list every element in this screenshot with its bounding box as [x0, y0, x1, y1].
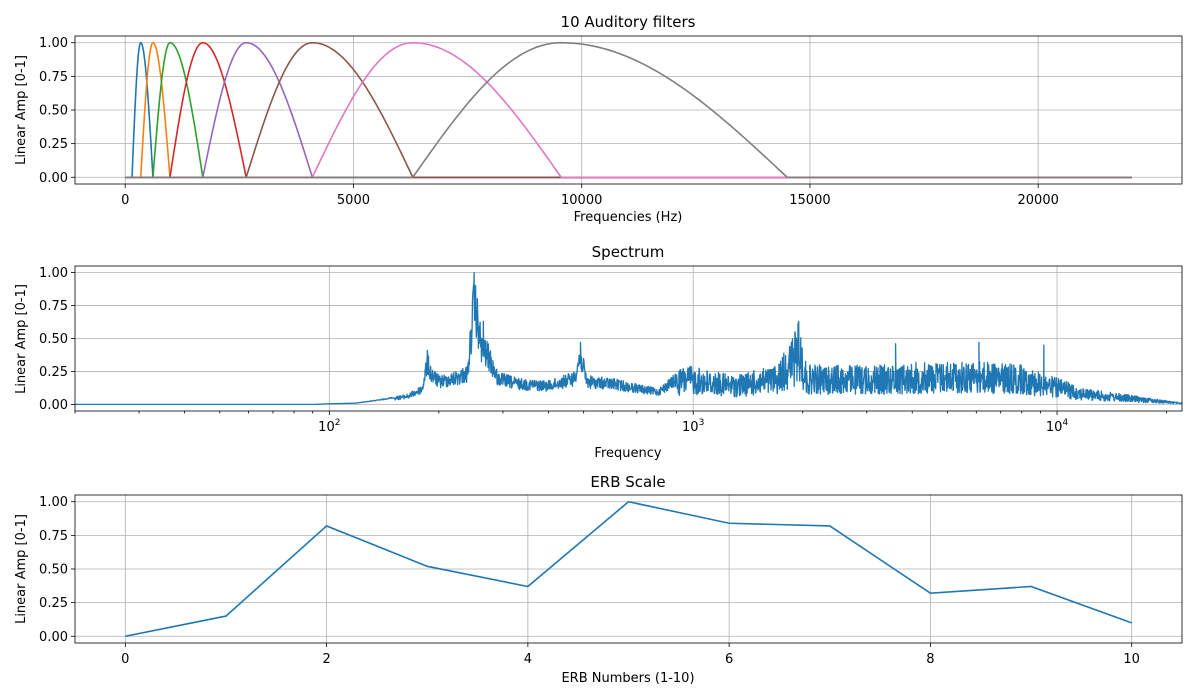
x-tick-label: 10: [1123, 652, 1140, 667]
x-tick-label: 0: [121, 193, 129, 208]
filter-series-line: [125, 41, 1132, 179]
y-tick-label: 0.00: [39, 171, 68, 186]
y-axis-label: Linear Amp [0-1]: [14, 55, 29, 165]
y-tick-label: 0.25: [39, 596, 68, 611]
panel-spectrum: Spectrum 0.00 0.25 0.50 0.75 1.00 102 103 104 F…: [14, 243, 1183, 461]
y-tick-label: 0.50: [39, 104, 68, 119]
y-axis-label: Linear Amp [0-1]: [14, 284, 29, 394]
spectrum-line: [74, 271, 1183, 406]
filter-series-line: [125, 41, 1132, 179]
x-tick-label: 20000: [1018, 193, 1059, 208]
x-tick-label: 4: [524, 652, 532, 667]
y-axis-label: Linear Amp [0-1]: [14, 514, 29, 624]
y-tick-label: 0.75: [39, 70, 68, 85]
y-tick-label: 0.50: [39, 332, 68, 347]
x-tick-label: 6: [725, 652, 733, 667]
panel-erb-scale: ERB Scale 0.00 0.25 0.50 0.75 1.00 0 2 4 6 8 10 ER…: [14, 473, 1183, 686]
x-tick-label: 15000: [789, 193, 830, 208]
y-tick-label: 1.00: [39, 495, 68, 510]
x-tick-label: 10000: [561, 193, 602, 208]
filter-series-line: [125, 41, 1132, 179]
x-tick-label: 104: [1046, 418, 1069, 435]
y-tick-label: 1.00: [39, 266, 68, 281]
y-tick-label: 1.00: [39, 36, 68, 51]
chart-title: ERB Scale: [590, 473, 665, 491]
x-tick-label: 103: [682, 418, 704, 435]
y-tick-label: 0.50: [39, 563, 68, 578]
x-tick-label: 102: [318, 418, 340, 435]
x-tick-label: 5000: [337, 193, 370, 208]
x-axis-label: Frequency: [594, 446, 661, 461]
chart-title: 10 Auditory filters: [561, 13, 696, 31]
x-tick-label: 8: [926, 652, 934, 667]
y-tick-label: 0.75: [39, 529, 68, 544]
filter-series-line: [125, 41, 1132, 179]
filter-series-line: [125, 41, 1132, 179]
chart-title: Spectrum: [592, 243, 665, 261]
x-tick-label: 2: [322, 652, 330, 667]
x-tick-label: 0: [121, 652, 129, 667]
filter-series-line: [125, 41, 1132, 179]
panel-auditory-filters: 10 Auditory filters 0.00 0.25 0.50 0.75 1.00…: [14, 13, 1183, 225]
filter-series-line: [125, 41, 1132, 179]
y-tick-label: 0.00: [39, 398, 68, 413]
y-tick-label: 0.25: [39, 137, 68, 152]
x-axis-label: Frequencies (Hz): [574, 210, 683, 225]
y-tick-label: 0.75: [39, 299, 68, 314]
y-tick-label: 0.00: [39, 630, 68, 645]
filter-series-line: [125, 41, 1132, 179]
x-axis-label: ERB Numbers (1-10): [561, 671, 694, 686]
y-tick-label: 0.25: [39, 365, 68, 380]
